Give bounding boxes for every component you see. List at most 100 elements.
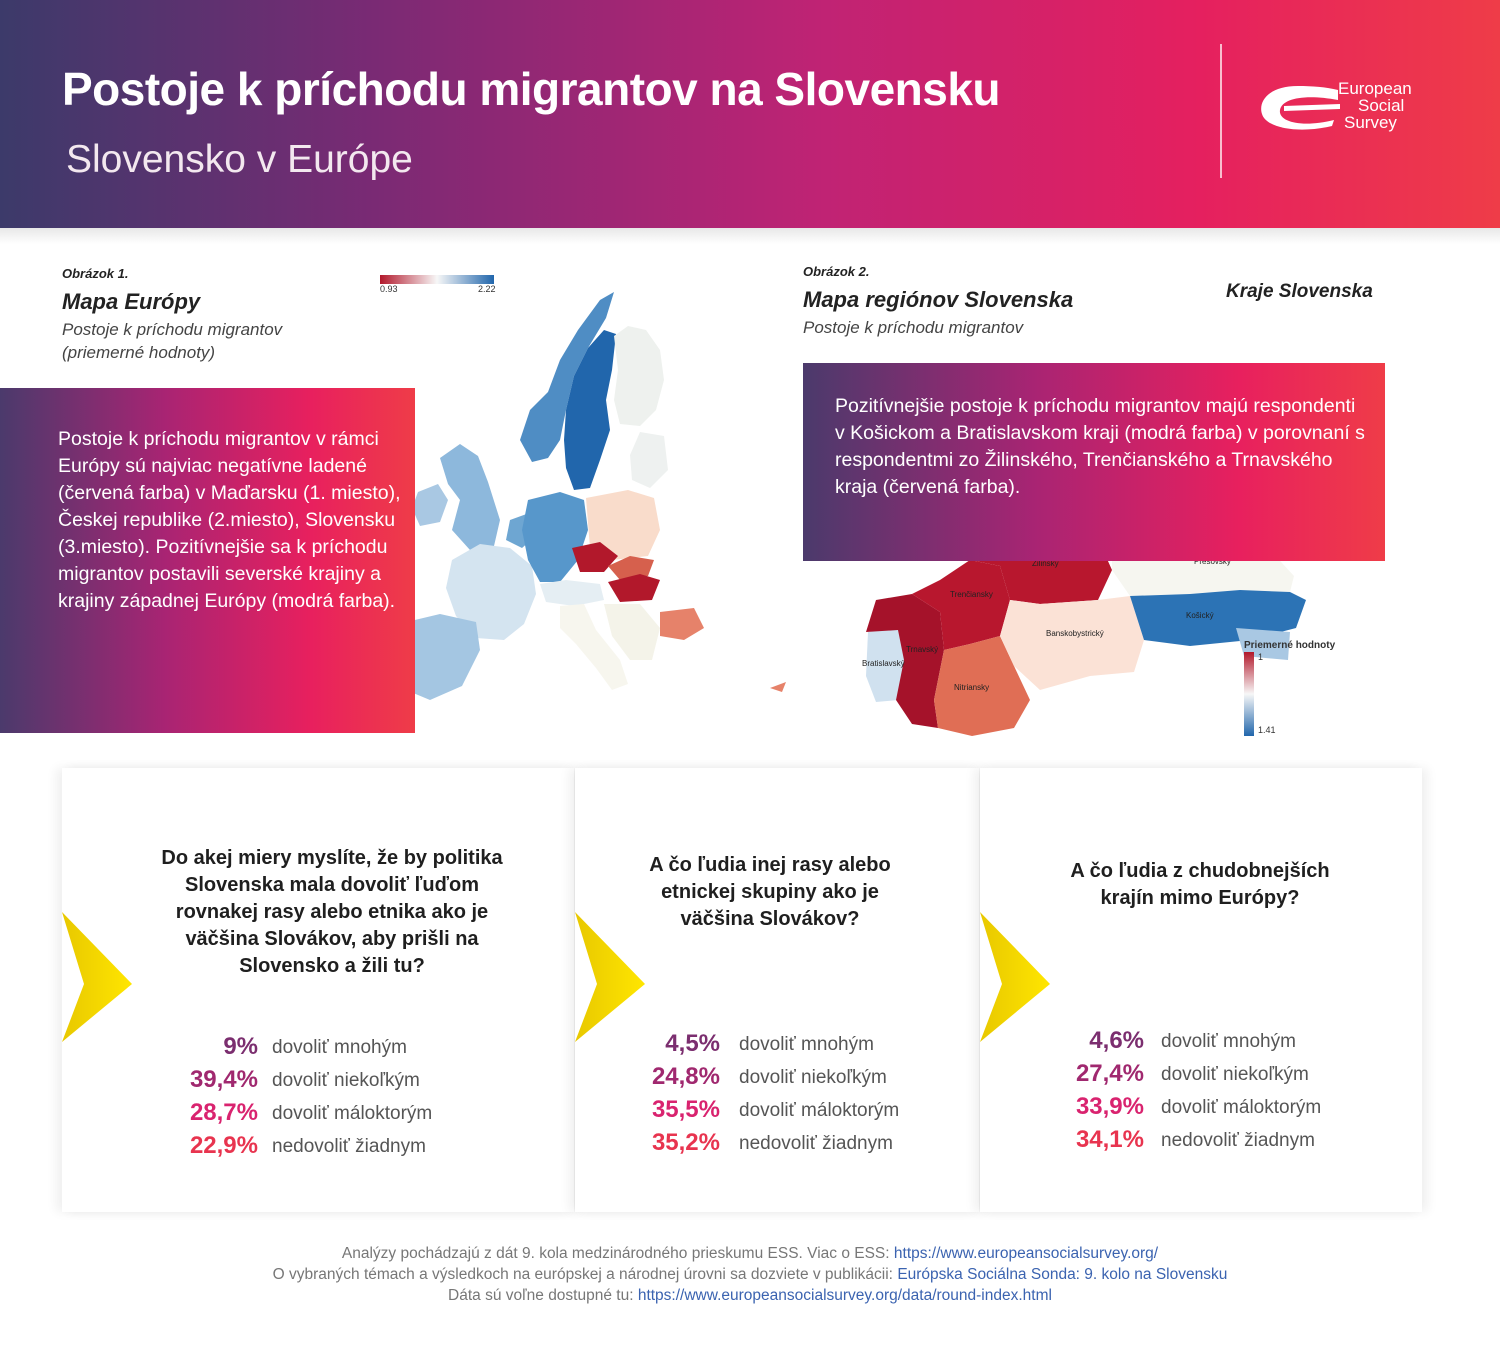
region-banskobystricky <box>1000 596 1144 690</box>
region-trnavsky <box>866 594 944 728</box>
header-shadow <box>0 228 1500 244</box>
slovakia-legend-title: Priemerné hodnoty <box>1244 640 1336 651</box>
stat-pct: 22,9% <box>189 1132 258 1159</box>
country-poland <box>586 490 660 560</box>
question-3-text: A čo ľudia z chudobnejších krajín mimo E… <box>1070 860 1330 909</box>
page-subtitle: Slovensko v Európe <box>66 138 413 181</box>
question-card-2 <box>575 768 979 1212</box>
country-cyprus <box>770 682 786 692</box>
ess-website-link[interactable]: https://www.europeansocialsurvey.org/ <box>893 1245 1159 1262</box>
stat-pct: 34,1% <box>1075 1126 1144 1153</box>
country-sweden <box>564 330 616 490</box>
label-bratislavsky: Bratislavský <box>862 659 905 668</box>
chevron-right-icon <box>62 912 132 1042</box>
footer-line2-text: O vybraných témach a výsledkoch na európ… <box>272 1266 893 1283</box>
stat-label: dovoliť máloktorým <box>272 1103 433 1124</box>
stat-pct: 35,5% <box>651 1096 720 1123</box>
country-uk <box>440 444 500 550</box>
stat-label: dovoliť niekoľkým <box>272 1070 420 1091</box>
country-germany <box>522 492 588 582</box>
figure1-number: Obrázok 1. <box>62 266 129 281</box>
stat-label: dovoliť máloktorým <box>739 1100 900 1121</box>
label-nitriansky: Nitriansky <box>954 683 989 692</box>
country-slovakia <box>608 556 654 580</box>
europe-legend-max: 2.22 <box>478 284 496 294</box>
ess-logo-text: European Social Survey <box>1338 80 1412 131</box>
logo-word-survey: Survey <box>1344 113 1397 132</box>
label-presovsky: Prešovský <box>1194 557 1231 566</box>
country-finland <box>614 326 664 426</box>
stat-label: dovoliť niekoľkým <box>739 1067 887 1088</box>
region-bratislavsky <box>866 628 904 702</box>
header-banner: Postoje k príchodu migrantov na Slovensk… <box>0 0 1500 228</box>
publication-link[interactable]: Európska Sociálna Sonda: 9. kolo na Slov… <box>897 1266 1228 1283</box>
chevron-right-icon <box>575 912 645 1042</box>
europe-legend-bar <box>380 275 494 284</box>
stat-pct: 35,2% <box>651 1129 720 1156</box>
stat-pct: 28,7% <box>189 1099 258 1126</box>
question-card-3 <box>980 768 1422 1212</box>
label-trenciansky: Trenčiansky <box>950 590 993 599</box>
stat-pct: 27,4% <box>1075 1060 1144 1087</box>
figure1-text: Postoje k príchodu migrantov v rámci Eur… <box>58 428 401 612</box>
footer-line-2: O vybraných témach a výsledkoch na európ… <box>0 1264 1500 1285</box>
footer-line3-text: Dáta sú voľne dostupné tu: <box>448 1287 634 1304</box>
figure1-subtitle-line2: (priemerné hodnoty) <box>62 343 216 362</box>
country-italy <box>560 604 628 690</box>
header-divider <box>1220 44 1222 178</box>
figure1-subtitle: Postoje k príchodu migrantov (priemerné … <box>62 318 282 364</box>
country-bulgaria <box>660 608 704 640</box>
question-2-text: A čo ľudia inej rasy alebo etnickej skup… <box>649 854 891 930</box>
logo-word-european: European <box>1338 79 1412 98</box>
stat-label: dovoliť niekoľkým <box>1161 1064 1309 1085</box>
stat-pct: 4,5% <box>665 1030 720 1057</box>
stat-label: dovoliť máloktorým <box>1161 1097 1322 1118</box>
logo-word-social: Social <box>1358 96 1405 115</box>
ess-logo-icon <box>1261 86 1340 130</box>
question-card-1 <box>62 768 574 1212</box>
country-czechia <box>572 542 618 572</box>
label-trnavsky: Trnavský <box>906 645 938 654</box>
stat-label: nedovoliť žiadnym <box>739 1133 893 1154</box>
stat-label: dovoliť mnohým <box>1161 1031 1296 1052</box>
country-ireland <box>412 484 448 526</box>
country-balkans <box>604 604 660 660</box>
country-baltics <box>630 432 668 488</box>
stat-label: nedovoliť žiadnym <box>1161 1130 1315 1151</box>
stat-pct: 24,8% <box>651 1063 720 1090</box>
figure1-subtitle-line1: Postoje k príchodu migrantov <box>62 320 283 339</box>
stat-label: dovoliť mnohým <box>739 1034 874 1055</box>
page-title: Postoje k príchodu migrantov na Slovensk… <box>62 63 1001 115</box>
country-norway <box>520 292 614 462</box>
country-spain <box>396 614 480 700</box>
stat-label: nedovoliť žiadnym <box>272 1136 426 1157</box>
country-austria-switzerland <box>540 580 604 606</box>
label-banskobystricky: Banskobystrický <box>1046 629 1104 638</box>
figure2-text-box <box>803 363 1385 561</box>
europe-legend-min: 0.93 <box>380 284 398 294</box>
stat-pct: 9% <box>223 1033 258 1060</box>
figure2-subtitle: Postoje k príchodu migrantov <box>803 318 1024 337</box>
figure2-text: Pozitívnejšie postoje k príchodu migrant… <box>835 395 1365 498</box>
europe-map <box>382 292 786 700</box>
stat-label: dovoliť mnohým <box>272 1037 407 1058</box>
footer-line-1: Analýzy pochádzajú z dát 9. kola medziná… <box>0 1243 1500 1264</box>
region-nitriansky <box>934 636 1030 736</box>
figure2-number: Obrázok 2. <box>803 264 870 279</box>
slovakia-legend-bar <box>1244 652 1254 736</box>
footer: Analýzy pochádzajú z dát 9. kola medziná… <box>0 1243 1500 1306</box>
figure1-text-box <box>0 388 415 733</box>
figure2-map-title: Kraje Slovenska <box>1226 281 1373 302</box>
slovakia-legend-top: 1 <box>1258 652 1263 662</box>
question-1-text: Do akej miery myslíte, že by politika Sl… <box>161 847 503 977</box>
country-hungary <box>608 574 660 602</box>
figure1-title: Mapa Európy <box>62 289 201 314</box>
chevron-right-icon <box>980 912 1050 1042</box>
data-download-link[interactable]: https://www.europeansocialsurvey.org/dat… <box>637 1287 1052 1304</box>
figure2-title: Mapa regiónov Slovenska <box>803 287 1074 312</box>
slovakia-legend-bottom: 1.41 <box>1258 725 1276 735</box>
footer-line1-text: Analýzy pochádzajú z dát 9. kola medziná… <box>341 1245 890 1262</box>
stat-pct: 33,9% <box>1075 1093 1144 1120</box>
stat-pct: 4,6% <box>1089 1027 1144 1054</box>
